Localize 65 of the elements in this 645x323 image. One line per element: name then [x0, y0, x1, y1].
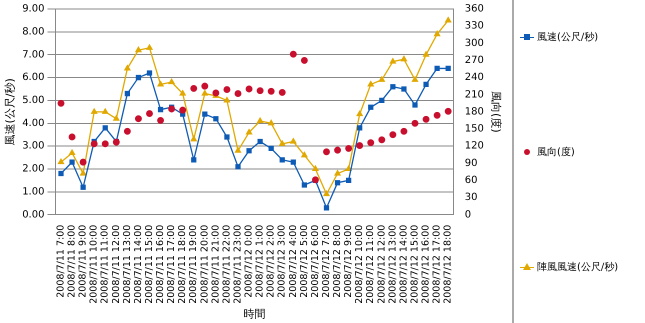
x-tick-label: 2008/7/12 14:00	[398, 224, 410, 304]
y2-tick-label: 180	[464, 106, 484, 118]
x-tick-label: 2008/7/12 17:00	[432, 224, 443, 304]
x-tick-label: 2008/7/11 12:00	[110, 224, 122, 304]
x-tick-label: 2008/7/12 3:00	[276, 224, 288, 298]
y2-tick-label: 90	[464, 158, 478, 169]
x-tick-label: 2008/7/11 21:00	[210, 224, 222, 304]
legend-label: 陣風風速(公尺/秒)	[537, 260, 618, 274]
x-tick-label: 2008/7/11 11:00	[100, 224, 111, 304]
y2-tick-label: 300	[464, 38, 484, 49]
x-tick-label: 2008/7/11 7:00	[55, 224, 66, 298]
x-tick-label: 2008/7/11 8:00	[66, 224, 78, 298]
x-tick-label: 2008/7/11 23:00	[232, 224, 244, 304]
x-tick-label: 2008/7/12 7:00	[320, 224, 332, 298]
y-tick-label: 2.00	[22, 164, 44, 175]
x-tick-label: 2008/7/12 16:00	[420, 224, 432, 304]
x-tick-label: 2008/7/11 22:00	[221, 224, 232, 304]
x-tick-label: 2008/7/12 11:00	[365, 224, 376, 304]
x-axis-title: 時間	[244, 307, 266, 320]
x-tick-label: 2008/7/12 12:00	[376, 224, 388, 304]
y-tick-label: 1.00	[22, 186, 44, 198]
x-tick-label: 2008/7/11 16:00	[155, 224, 166, 304]
y2-tick-label: 210	[464, 89, 484, 100]
y2-axis-title: 風向(度)	[490, 91, 503, 133]
y-tick-label: 7.00	[22, 49, 44, 60]
x-tick-label: 2008/7/12 1:00	[254, 224, 266, 298]
x-tick-label: 2008/7/12 9:00	[343, 224, 354, 298]
x-tick-label: 2008/7/11 13:00	[122, 224, 133, 304]
legend-label: 風速(公尺/秒)	[537, 30, 598, 44]
y-tick-label: 9.00	[22, 4, 44, 15]
y-tick-label: 3.00	[22, 140, 44, 152]
y-axis-title: 風速(公尺/秒)	[3, 78, 16, 146]
y-tick-label: 8.00	[22, 26, 44, 38]
x-tick-label: 2008/7/11 15:00	[144, 224, 155, 304]
x-tick-label: 2008/7/11 9:00	[78, 224, 89, 298]
x-tick-label: 2008/7/12 18:00	[442, 224, 454, 304]
y2-tick-label: 270	[464, 55, 484, 66]
x-tick-label: 2008/7/11 10:00	[88, 224, 100, 304]
y2-tick-label: 240	[464, 72, 484, 84]
x-tick-label: 2008/7/11 19:00	[188, 224, 200, 304]
x-tick-label: 2008/7/12 15:00	[409, 224, 420, 304]
y-tick-label: 0.00	[22, 209, 44, 220]
x-tick-label: 2008/7/12 8:00	[332, 224, 344, 298]
y-tick-label: 6.00	[22, 72, 44, 84]
legend-label: 風向(度)	[537, 146, 575, 159]
y-tick-label: 5.00	[22, 95, 44, 106]
x-tick-label: 2008/7/11 18:00	[177, 224, 188, 304]
x-tick-label: 2008/7/12 4:00	[288, 224, 299, 298]
x-tick-label: 2008/7/12 2:00	[266, 224, 277, 298]
x-tick-label: 2008/7/12 10:00	[354, 224, 366, 304]
x-tick-label: 2008/7/11 20:00	[199, 224, 210, 304]
y2-tick-label: 120	[464, 140, 484, 152]
x-tick-label: 2008/7/12 6:00	[310, 224, 321, 298]
x-tick-label: 2008/7/11 17:00	[166, 224, 178, 304]
y-tick-label: 4.00	[22, 118, 44, 129]
x-tick-label: 2008/7/12 13:00	[387, 224, 398, 304]
y2-tick-label: 60	[464, 175, 478, 186]
y2-tick-label: 360	[464, 4, 484, 15]
y2-tick-label: 330	[464, 20, 484, 32]
x-tick-label: 2008/7/12 5:00	[298, 224, 310, 298]
y2-tick-label: 30	[464, 192, 478, 204]
x-tick-label: 2008/7/11 14:00	[132, 224, 144, 304]
x-tick-label: 2008/7/12 0:00	[244, 224, 255, 298]
y2-tick-label: 0	[464, 209, 472, 220]
y2-tick-label: 150	[464, 124, 484, 135]
